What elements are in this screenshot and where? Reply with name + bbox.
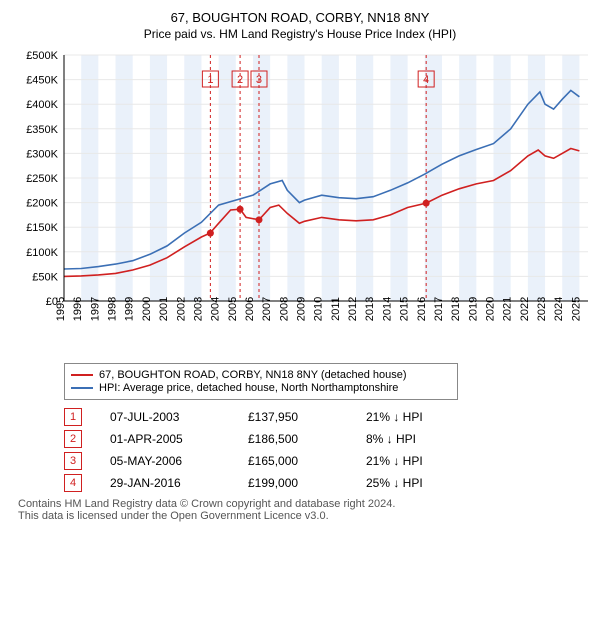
x-axis-label: 2000 (141, 297, 153, 321)
x-axis-label: 2023 (536, 297, 548, 321)
sale-date: 01-APR-2005 (110, 432, 220, 446)
x-axis-label: 2003 (192, 297, 204, 321)
sale-marker-number: 3 (256, 74, 262, 86)
y-axis-label: £450K (26, 75, 58, 87)
sale-price: £186,500 (248, 432, 338, 446)
sale-price: £137,950 (248, 410, 338, 424)
legend-swatch (71, 374, 93, 376)
x-axis-label: 1995 (55, 297, 67, 321)
x-axis-label: 2014 (381, 297, 393, 321)
x-axis-label: 1999 (124, 297, 136, 321)
legend-item: 67, BOUGHTON ROAD, CORBY, NN18 8NY (deta… (71, 369, 451, 381)
sale-date: 07-JUL-2003 (110, 410, 220, 424)
sale-hpi-diff: 25% ↓ HPI (366, 476, 466, 490)
x-axis-label: 2007 (261, 297, 273, 321)
sale-price: £165,000 (248, 454, 338, 468)
y-axis-label: £150K (26, 222, 58, 234)
y-axis-label: £500K (26, 50, 58, 62)
x-axis-label: 2017 (433, 297, 445, 321)
sale-price: £199,000 (248, 476, 338, 490)
chart-legend: 67, BOUGHTON ROAD, CORBY, NN18 8NY (deta… (64, 363, 458, 400)
sale-hpi-diff: 21% ↓ HPI (366, 454, 466, 468)
x-axis-label: 2012 (347, 297, 359, 321)
sale-row: 3 05-MAY-2006 £165,000 21% ↓ HPI (64, 452, 592, 470)
x-axis-label: 2024 (553, 297, 565, 321)
sale-row: 4 29-JAN-2016 £199,000 25% ↓ HPI (64, 474, 592, 492)
x-axis-label: 2013 (364, 297, 376, 321)
footer-attribution: Contains HM Land Registry data © Crown c… (18, 498, 592, 522)
x-axis-label: 2005 (227, 297, 239, 321)
sale-hpi-diff: 21% ↓ HPI (366, 410, 466, 424)
x-axis-label: 2025 (570, 297, 582, 321)
y-axis-label: £200K (26, 198, 58, 210)
legend-label: 67, BOUGHTON ROAD, CORBY, NN18 8NY (deta… (99, 369, 407, 381)
x-axis-label: 2004 (210, 297, 222, 321)
sale-row: 1 07-JUL-2003 £137,950 21% ↓ HPI (64, 408, 592, 426)
footer-line1: Contains HM Land Registry data © Crown c… (18, 498, 592, 510)
y-axis-label: £50K (32, 271, 58, 283)
y-axis-label: £250K (26, 173, 58, 185)
price-chart: £0£50K£100K£150K£200K£250K£300K£350K£400… (8, 47, 592, 357)
x-axis-label: 2016 (416, 297, 428, 321)
x-axis-label: 1997 (89, 297, 101, 321)
y-axis-label: £350K (26, 124, 58, 136)
x-axis-label: 2008 (278, 297, 290, 321)
x-axis-label: 1998 (107, 297, 119, 321)
sale-date: 29-JAN-2016 (110, 476, 220, 490)
x-axis-label: 2009 (296, 297, 308, 321)
x-axis-label: 1996 (72, 297, 84, 321)
x-axis-label: 2019 (467, 297, 479, 321)
sale-point (255, 216, 262, 223)
chart-subtitle: Price paid vs. HM Land Registry's House … (8, 27, 592, 41)
y-axis-label: £300K (26, 148, 58, 160)
chart-svg: £0£50K£100K£150K£200K£250K£300K£350K£400… (8, 47, 592, 357)
y-axis-label: £100K (26, 247, 58, 259)
sale-marker-number: 4 (423, 74, 429, 86)
y-axis-label: £400K (26, 99, 58, 111)
footer-line2: This data is licensed under the Open Gov… (18, 510, 592, 522)
x-axis-label: 2018 (450, 297, 462, 321)
sale-row: 2 01-APR-2005 £186,500 8% ↓ HPI (64, 430, 592, 448)
x-axis-label: 2022 (519, 297, 531, 321)
sale-point (207, 230, 214, 237)
sale-point (237, 206, 244, 213)
sale-point (423, 200, 430, 207)
sale-index-box: 1 (64, 408, 82, 426)
x-axis-label: 2001 (158, 297, 170, 321)
legend-item: HPI: Average price, detached house, Nort… (71, 382, 451, 394)
x-axis-label: 2010 (313, 297, 325, 321)
sale-marker-number: 2 (237, 74, 243, 86)
x-axis-label: 2021 (502, 297, 514, 321)
sale-index-box: 2 (64, 430, 82, 448)
x-axis-label: 2015 (399, 297, 411, 321)
x-axis-label: 2006 (244, 297, 256, 321)
chart-title: 67, BOUGHTON ROAD, CORBY, NN18 8NY (8, 10, 592, 25)
sale-index-box: 3 (64, 452, 82, 470)
legend-label: HPI: Average price, detached house, Nort… (99, 382, 398, 394)
legend-swatch (71, 387, 93, 389)
sales-table: 1 07-JUL-2003 £137,950 21% ↓ HPI 2 01-APR-200… (64, 408, 592, 492)
sale-date: 05-MAY-2006 (110, 454, 220, 468)
sale-hpi-diff: 8% ↓ HPI (366, 432, 466, 446)
x-axis-label: 2020 (485, 297, 497, 321)
sale-marker-number: 1 (207, 74, 213, 86)
x-axis-label: 2002 (175, 297, 187, 321)
sale-index-box: 4 (64, 474, 82, 492)
